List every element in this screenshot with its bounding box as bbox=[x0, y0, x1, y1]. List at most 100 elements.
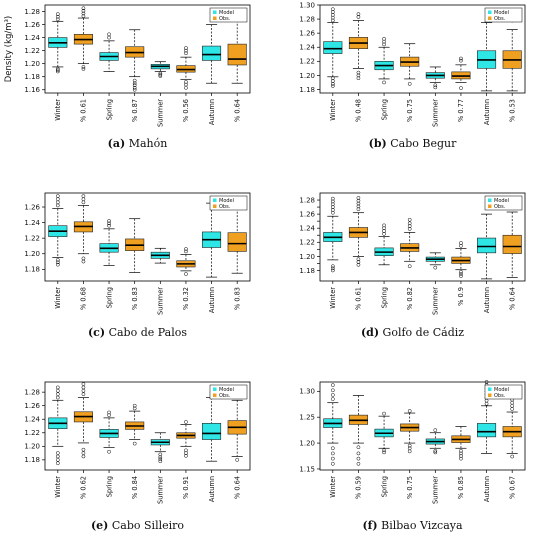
outlier-point bbox=[484, 398, 489, 403]
x-category-label: % 0.9 bbox=[457, 287, 465, 306]
x-category-label: Spring bbox=[105, 99, 113, 120]
outlier-point bbox=[407, 217, 412, 222]
box-model bbox=[150, 247, 170, 264]
outlier-point bbox=[356, 207, 361, 212]
box-body bbox=[477, 423, 497, 438]
outlier-point bbox=[407, 264, 412, 269]
outlier-point bbox=[55, 197, 60, 202]
outlier-point bbox=[55, 262, 60, 267]
y-tick-label: 1.15 bbox=[299, 465, 315, 473]
box-obs bbox=[348, 12, 368, 81]
box-obs bbox=[348, 395, 368, 466]
outlier-point bbox=[356, 456, 361, 461]
outlier-point bbox=[55, 14, 60, 19]
legend-label-obs: Obs. bbox=[494, 204, 506, 210]
outlier-point bbox=[330, 383, 335, 387]
box-model bbox=[425, 66, 445, 90]
box-obs bbox=[73, 194, 93, 264]
outlier-point bbox=[459, 58, 463, 63]
outlier-point bbox=[330, 456, 335, 461]
x-category-label: % 0.83 bbox=[131, 287, 139, 310]
outlier-point bbox=[330, 461, 335, 466]
outlier-point bbox=[184, 420, 188, 424]
legend-swatch-obs bbox=[488, 204, 492, 208]
outlier-point bbox=[55, 258, 60, 262]
y-tick-label: 1.20 bbox=[24, 443, 40, 451]
outlier-point bbox=[356, 73, 361, 78]
x-category-label: Winter bbox=[54, 476, 62, 498]
x-category-label: % 0.75 bbox=[406, 99, 414, 122]
outlier-point bbox=[55, 461, 60, 466]
outlier-point bbox=[433, 450, 438, 455]
box-model bbox=[323, 7, 343, 88]
caption-d: (d) Golfo de Cádiz bbox=[275, 326, 550, 339]
x-category-label: % 0.64 bbox=[233, 99, 241, 122]
x-category-label: Summer bbox=[157, 287, 165, 315]
legend-label-model: Model bbox=[494, 387, 509, 393]
legend-label-obs: Obs. bbox=[219, 204, 231, 210]
y-tick-label: 1.24 bbox=[24, 219, 40, 227]
y-tick-label: 1.24 bbox=[24, 34, 40, 42]
boxplot-chart-f: 1.15 1.20 1.25 1.30 Winter % 0.59 Spring % 0.75… bbox=[299, 380, 526, 504]
y-tick-label: 1.28 bbox=[24, 389, 40, 397]
caption-a: (a) Mahón bbox=[0, 137, 275, 150]
outlier-point bbox=[356, 76, 361, 81]
y-tick-label: 1.16 bbox=[24, 86, 40, 94]
x-category-label: Autumn bbox=[208, 476, 216, 502]
outlier-point bbox=[330, 393, 335, 397]
box-obs bbox=[125, 403, 145, 446]
box-model bbox=[99, 32, 119, 72]
x-category-label: Spring bbox=[380, 99, 388, 120]
outlier-point bbox=[356, 260, 361, 264]
box-model bbox=[374, 223, 394, 266]
x-category-label: Winter bbox=[329, 287, 337, 309]
outlier-point bbox=[330, 202, 335, 207]
x-category-label: Summer bbox=[432, 287, 440, 315]
box-body bbox=[202, 422, 222, 440]
outlier-point bbox=[235, 457, 240, 462]
outlier-point bbox=[55, 457, 60, 462]
box-obs bbox=[451, 241, 471, 278]
box-model bbox=[323, 196, 343, 273]
outlier-point bbox=[330, 81, 335, 86]
outlier-point bbox=[81, 385, 86, 390]
outlier-point bbox=[356, 204, 361, 209]
x-category-label: Autumn bbox=[483, 476, 491, 502]
outlier-point bbox=[459, 272, 463, 276]
outlier-point bbox=[81, 9, 86, 13]
y-tick-label: 1.22 bbox=[299, 58, 315, 66]
outlier-point bbox=[407, 409, 412, 413]
caption-letter: (d) bbox=[360, 326, 380, 339]
outlier-point bbox=[356, 70, 361, 75]
outlier-point bbox=[382, 226, 386, 231]
chart-panel-d: 1.18 1.20 1.22 1.24 1.26 1.28 Winter % 0.61 Spri… bbox=[275, 188, 550, 348]
caption-letter: (f) bbox=[362, 519, 378, 532]
outlier-point bbox=[55, 68, 60, 73]
outlier-point bbox=[132, 81, 137, 86]
x-category-label: % 0.87 bbox=[131, 99, 139, 122]
outlier-point bbox=[433, 428, 438, 432]
outlier-point bbox=[55, 260, 60, 265]
outlier-point bbox=[158, 457, 163, 462]
outlier-point bbox=[184, 85, 188, 90]
outlier-point bbox=[81, 388, 86, 393]
outlier-point bbox=[330, 13, 335, 17]
x-category-label: % 0.53 bbox=[508, 99, 516, 122]
outlier-point bbox=[407, 221, 412, 226]
y-tick-label: 1.26 bbox=[299, 211, 315, 219]
outlier-point bbox=[330, 205, 335, 209]
box-model bbox=[374, 36, 394, 85]
x-category-label: % 0.61 bbox=[355, 287, 363, 310]
outlier-point bbox=[407, 227, 412, 231]
outlier-point bbox=[107, 223, 111, 228]
legend-frame bbox=[484, 7, 523, 23]
outlier-point bbox=[158, 74, 163, 78]
y-tick-label: 1.20 bbox=[299, 253, 315, 261]
outlier-point bbox=[81, 259, 86, 264]
outlier-point bbox=[81, 382, 86, 386]
box-obs bbox=[73, 6, 93, 71]
legend-swatch-obs bbox=[213, 393, 217, 397]
